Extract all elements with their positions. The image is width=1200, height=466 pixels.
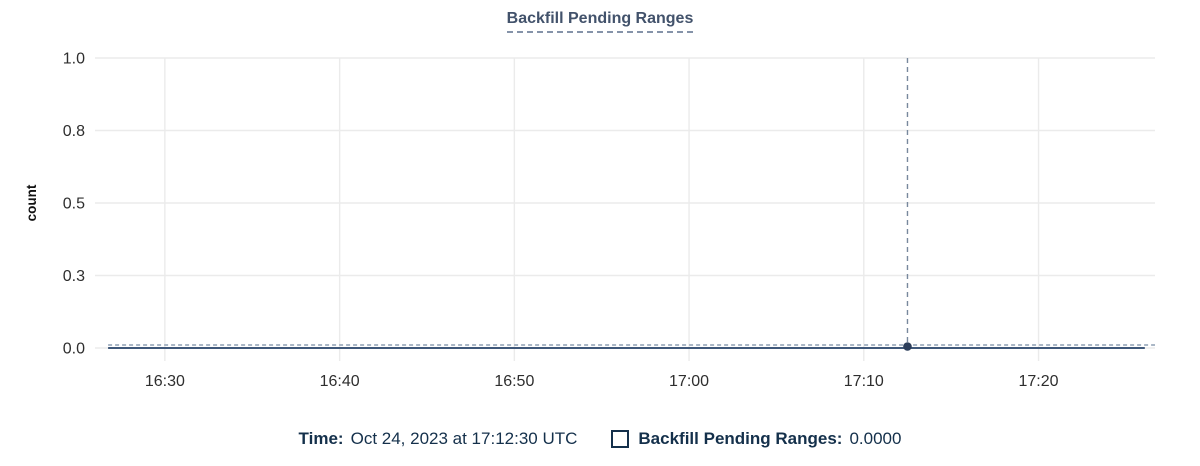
tooltip-time-value: Oct 24, 2023 at 17:12:30 UTC (350, 429, 578, 448)
chart-title[interactable]: Backfill Pending Ranges (506, 10, 694, 33)
x-tick-label: 17:10 (844, 373, 884, 390)
x-tick-label: 17:00 (669, 373, 709, 390)
x-tick-label: 16:30 (145, 373, 185, 390)
legend-series-label: Backfill Pending Ranges: (638, 429, 843, 448)
legend-item-backfill-pending-ranges[interactable]: Backfill Pending Ranges: 0.0000 (611, 429, 901, 449)
legend-series-value: 0.0000 (849, 429, 902, 448)
chart-plot[interactable]: 0.0 0.3 0.5 0.8 1.0 16:30 16:40 16:50 17:00 17:10… (0, 0, 1200, 400)
y-tick-label: 0.5 (63, 196, 85, 213)
y-tick-label: 0.3 (63, 268, 85, 285)
tooltip-legend-row: Time: Oct 24, 2023 at 17:12:30 UTC Backf… (0, 424, 1200, 454)
legend-swatch-icon[interactable] (611, 430, 630, 448)
y-tick-label: 1.0 (63, 51, 85, 68)
y-tick-label: 0.8 (63, 123, 85, 140)
tooltip-time-label: Time: (298, 429, 344, 448)
x-tick-label: 17:20 (1018, 373, 1058, 390)
x-tick-label: 16:50 (494, 373, 534, 390)
y-tick-label: 0.0 (63, 341, 85, 358)
x-tick-label: 16:40 (320, 373, 360, 390)
hovered-data-point[interactable] (903, 342, 912, 351)
y-axis-title: count (24, 184, 39, 221)
chart-header: Backfill Pending Ranges (0, 10, 1200, 33)
